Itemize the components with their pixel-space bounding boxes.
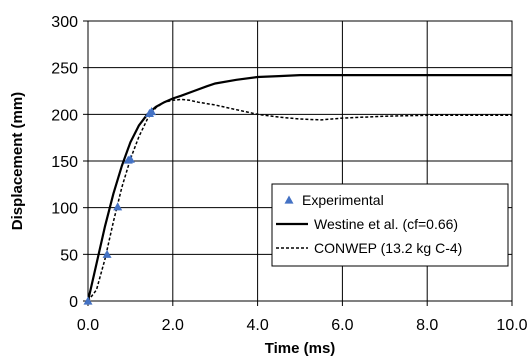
y-axis-ticks: 0 50 100 150 200 250 300 xyxy=(51,14,88,311)
x-tick-label: 6.0 xyxy=(331,317,353,334)
x-tick-label: 0.0 xyxy=(77,317,99,334)
legend-label: Experimental xyxy=(302,192,384,208)
x-axis-ticks: 0.0 2.0 4.0 6.0 8.0 10.0 xyxy=(77,301,528,334)
x-tick-label: 8.0 xyxy=(416,317,438,334)
y-tick-label: 0 xyxy=(69,294,78,311)
x-axis-title: Time (ms) xyxy=(265,340,336,357)
legend-label: CONWEP (13.2 kg C-4) xyxy=(314,240,462,256)
conwep-series-line xyxy=(87,98,512,302)
legend-label: Westine et al. (cf=0.66) xyxy=(314,216,458,232)
y-tick-label: 100 xyxy=(51,201,78,218)
y-tick-label: 50 xyxy=(60,247,78,264)
y-tick-label: 150 xyxy=(51,154,78,171)
experimental-point xyxy=(147,107,157,116)
x-tick-label: 2.0 xyxy=(162,317,184,334)
experimental-point xyxy=(83,296,93,305)
legend: Experimental Westine et al. (cf=0.66) CONW… xyxy=(271,183,509,267)
legend-marker-experimental xyxy=(284,195,294,204)
grid-lines xyxy=(88,21,512,301)
x-tick-label: 10.0 xyxy=(496,317,527,334)
y-tick-label: 300 xyxy=(51,14,78,31)
experimental-point xyxy=(125,154,135,163)
experimental-point xyxy=(102,249,112,258)
westine-series-line xyxy=(86,73,512,302)
y-tick-label: 250 xyxy=(51,61,78,78)
experimental-point xyxy=(113,202,123,211)
legend-box xyxy=(271,183,509,267)
series-layer xyxy=(83,73,512,305)
x-tick-label: 4.0 xyxy=(246,317,268,334)
y-tick-label: 200 xyxy=(51,107,78,124)
y-axis-title: Displacement (mm) xyxy=(9,92,26,230)
